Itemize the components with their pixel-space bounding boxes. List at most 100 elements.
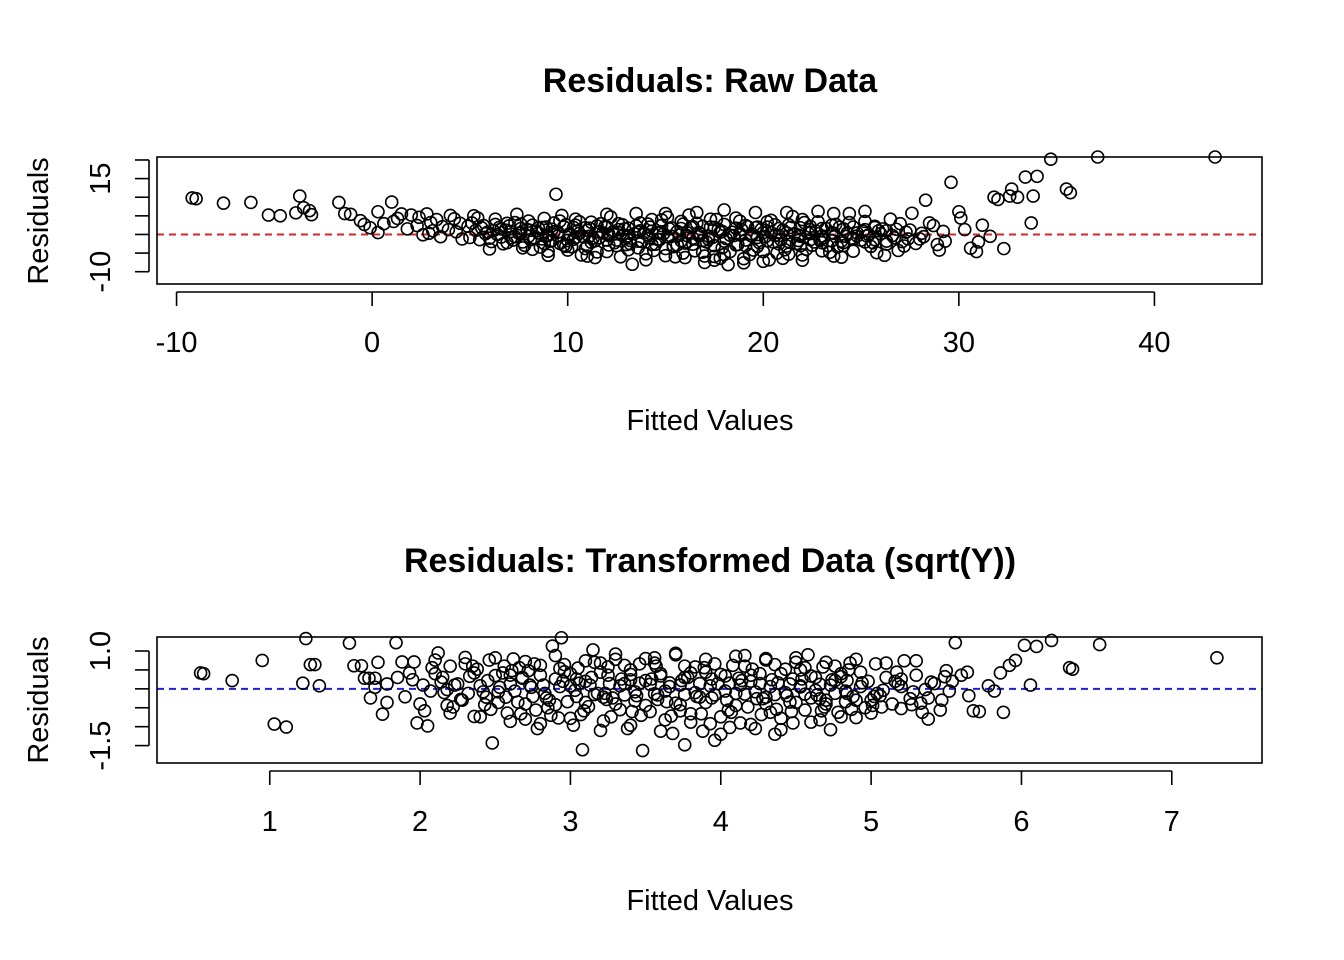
- data-point: [745, 662, 760, 676]
- data-point: [620, 721, 635, 736]
- data-point: [600, 220, 614, 234]
- x-tick-label: 2: [412, 806, 428, 838]
- data-point: [1063, 185, 1078, 200]
- data-point: [485, 736, 500, 750]
- data-point: [707, 249, 722, 264]
- data-point: [707, 688, 722, 702]
- data-point: [652, 232, 667, 247]
- data-point: [813, 713, 827, 727]
- data-point: [488, 212, 503, 226]
- data-point: [553, 661, 567, 676]
- data-point: [894, 672, 908, 686]
- data-point: [527, 657, 542, 671]
- data-point: [523, 232, 538, 247]
- data-point: [933, 703, 948, 717]
- data-point: [874, 700, 889, 714]
- data-point: [729, 649, 743, 664]
- data-point: [613, 250, 628, 264]
- y-tick-label: -1.5: [85, 721, 117, 771]
- data-point: [375, 707, 390, 721]
- data-point: [703, 716, 718, 731]
- data-point: [748, 205, 763, 220]
- data-point: [744, 717, 758, 732]
- data-point: [659, 694, 674, 709]
- data-point: [853, 679, 868, 694]
- data-point: [753, 676, 767, 691]
- data-points: [193, 630, 1224, 758]
- data-point: [644, 672, 659, 686]
- data-point: [371, 655, 385, 670]
- data-point: [865, 698, 880, 713]
- data-point: [279, 720, 294, 734]
- data-point: [515, 671, 530, 686]
- data-point: [347, 658, 361, 673]
- data-point: [1029, 639, 1044, 654]
- data-point: [308, 657, 322, 672]
- data-point: [676, 217, 690, 231]
- data-point: [513, 221, 528, 236]
- data-point: [834, 710, 848, 724]
- data-point: [909, 668, 924, 683]
- data-point: [508, 684, 522, 698]
- data-point: [443, 706, 457, 720]
- data-point: [608, 697, 623, 711]
- data-point: [930, 237, 945, 252]
- data-point: [353, 213, 368, 228]
- data-point: [492, 680, 507, 695]
- data-point: [894, 679, 908, 694]
- data-point: [784, 704, 799, 719]
- y-tick-label: 15: [85, 162, 117, 194]
- data-point: [510, 207, 524, 222]
- data-point: [971, 235, 986, 249]
- data-point: [939, 663, 954, 678]
- data-point: [838, 684, 853, 698]
- data-point: [467, 666, 482, 680]
- data-point: [443, 208, 458, 223]
- data-point: [987, 684, 1002, 698]
- data-point: [1059, 182, 1074, 196]
- data-point: [658, 206, 673, 221]
- data-point: [879, 656, 893, 670]
- plot-area: -10 0 10 20 30 40 -10 15: [85, 150, 1263, 359]
- data-point: [864, 706, 878, 720]
- data-point: [849, 710, 863, 725]
- data-point: [664, 709, 678, 723]
- data-point: [368, 680, 382, 695]
- data-point: [577, 703, 591, 718]
- data-point: [738, 233, 753, 247]
- data-point: [650, 692, 665, 707]
- data-point: [641, 217, 655, 231]
- data-point: [537, 236, 552, 251]
- data-point: [738, 687, 752, 701]
- data-point: [549, 187, 563, 202]
- data-point: [390, 211, 405, 226]
- x-tick-label: 30: [943, 327, 975, 359]
- data-point: [975, 218, 990, 232]
- data-point: [867, 232, 882, 247]
- data-point: [569, 672, 584, 686]
- data-point: [541, 248, 555, 263]
- data-point: [544, 708, 558, 723]
- data-point: [566, 232, 581, 247]
- data-point: [601, 660, 615, 674]
- data-point: [858, 222, 872, 237]
- data-point: [798, 703, 812, 717]
- data-point: [768, 687, 782, 702]
- y-tick-label: -10: [85, 251, 117, 293]
- data-point: [707, 657, 722, 671]
- data-point: [819, 655, 833, 670]
- data-point: [377, 216, 391, 231]
- data-point: [1030, 169, 1044, 184]
- data-point: [692, 676, 707, 691]
- data-point: [488, 651, 503, 665]
- data-point: [593, 723, 608, 738]
- data-point: [658, 248, 673, 263]
- data-point: [500, 706, 515, 720]
- data-point: [521, 214, 536, 228]
- data-point: [969, 244, 984, 259]
- x-axis: 1 2 3 4 5 6 7: [262, 770, 1180, 838]
- x-tick-label: 5: [863, 806, 879, 838]
- data-point: [639, 252, 653, 267]
- data-point: [404, 208, 419, 222]
- data-point: [363, 220, 377, 235]
